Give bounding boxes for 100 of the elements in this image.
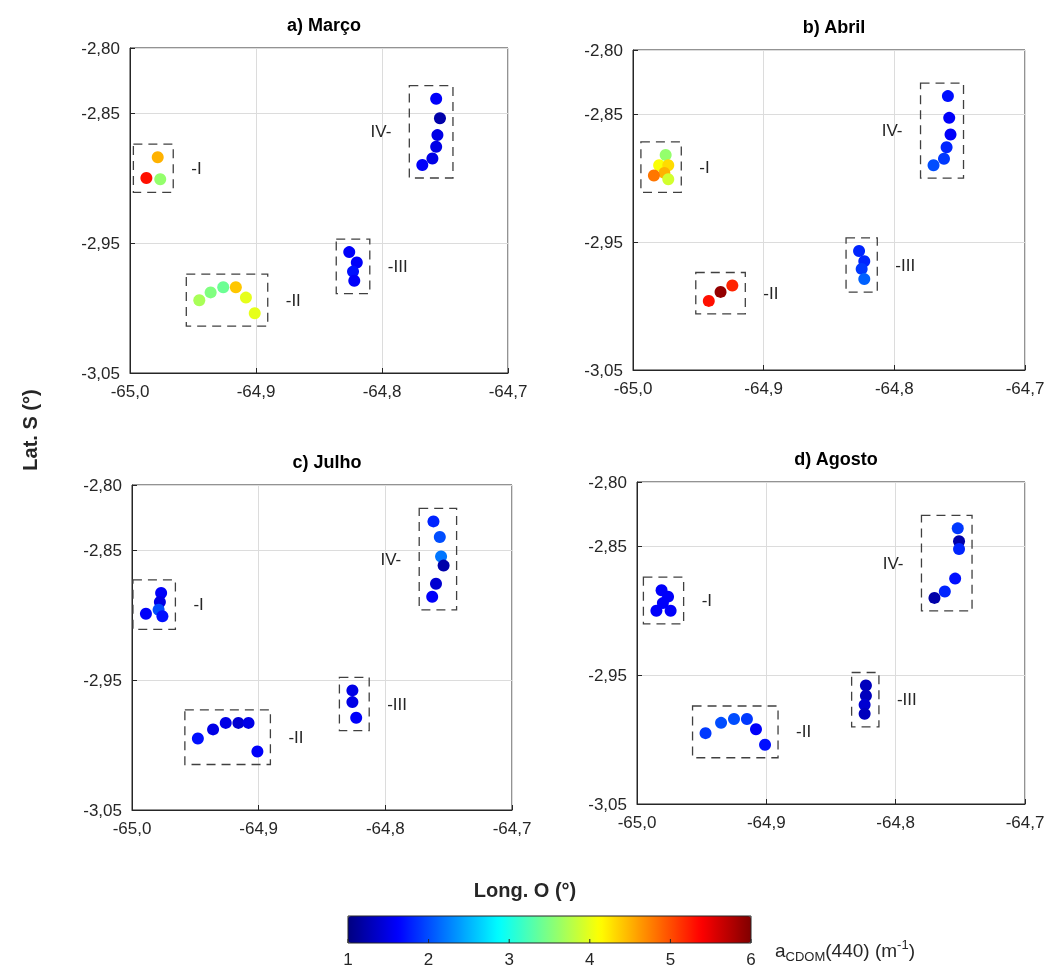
point — [715, 716, 728, 729]
x-tick-label: -64,8 — [365, 819, 405, 838]
annotation: IV- — [882, 553, 904, 573]
point — [853, 244, 866, 257]
point — [943, 111, 956, 124]
point — [647, 169, 660, 182]
annotation: IV- — [380, 549, 402, 569]
point — [139, 607, 152, 620]
y-tick-label: -2,85 — [588, 536, 627, 556]
annotation: -III — [387, 256, 408, 276]
point — [650, 604, 663, 617]
y-tick-label: -2,80 — [81, 38, 120, 58]
x-tick-label: -64,7 — [1005, 813, 1045, 832]
point — [430, 577, 442, 590]
x-tick-label: -64,8 — [874, 379, 914, 398]
y-tick-label: -2,95 — [83, 670, 122, 690]
x-tick-label: -65,0 — [112, 819, 152, 838]
point — [949, 572, 962, 585]
x-tick-label: -65,0 — [617, 813, 657, 832]
color-bar-label: 4 — [585, 949, 595, 969]
x-tick-label: -64,7 — [1005, 379, 1045, 398]
x-tick-label: -64,9 — [744, 379, 784, 398]
x-tick-label: -65,0 — [613, 379, 653, 398]
point — [239, 291, 252, 304]
point — [855, 262, 868, 275]
point — [938, 152, 950, 165]
annotation: -I — [191, 158, 202, 178]
x-tick-label: -64,8 — [876, 813, 916, 832]
point — [204, 286, 217, 299]
y-axis-title: Lat. S (°) — [18, 389, 42, 471]
point — [699, 727, 712, 740]
point — [437, 559, 450, 572]
annotation: -III — [896, 690, 917, 710]
x-axis-title: Long. O (°) — [473, 878, 577, 902]
point — [248, 307, 261, 320]
annotation: IV- — [370, 122, 392, 142]
y-tick-label: -3,05 — [81, 363, 120, 383]
annotation: -I — [701, 591, 713, 610]
point — [728, 712, 740, 725]
point — [207, 723, 220, 736]
point — [431, 129, 444, 142]
x-tick-label: -64,8 — [362, 382, 402, 401]
y-tick-label: -2,80 — [83, 475, 122, 495]
annotation: -I — [699, 157, 710, 177]
point — [944, 128, 957, 141]
y-tick-label: -3,05 — [83, 800, 122, 820]
chart-title: a) Março — [286, 15, 362, 35]
color-bar-label: 3 — [504, 949, 514, 969]
point — [191, 732, 204, 745]
color-bar-label: 5 — [665, 949, 676, 969]
point — [659, 148, 672, 161]
y-tick-label: -3,05 — [588, 794, 627, 814]
point — [928, 591, 941, 604]
point — [430, 140, 443, 153]
x-tick-label: -64,9 — [236, 382, 276, 401]
point — [217, 281, 230, 294]
point — [858, 707, 871, 720]
annotation: -II — [285, 290, 301, 310]
point — [664, 604, 677, 617]
x-tick-label: -65,0 — [110, 382, 150, 401]
chart-title: d) Agosto — [794, 449, 878, 469]
point — [426, 152, 439, 165]
annotation: -III — [895, 255, 916, 275]
point — [433, 531, 446, 543]
point — [346, 696, 359, 709]
point — [343, 246, 356, 259]
color-bar-label: 6 — [746, 949, 756, 969]
annotation: -II — [796, 722, 812, 742]
point — [858, 273, 871, 286]
x-tick-label: -64,9 — [239, 819, 279, 838]
point — [348, 274, 361, 287]
y-tick-label: -2,95 — [588, 665, 627, 685]
y-tick-label: -2,95 — [81, 233, 120, 253]
y-tick-label: -2,95 — [584, 232, 623, 252]
point — [941, 90, 954, 103]
point — [193, 294, 206, 307]
point — [662, 173, 675, 186]
chart-title: c) Julho — [292, 452, 362, 472]
point — [433, 112, 446, 125]
point — [427, 515, 440, 528]
point — [346, 684, 359, 697]
color-bar-label: 2 — [423, 949, 434, 969]
point — [154, 173, 167, 186]
point — [759, 738, 772, 751]
y-tick-label: -2,85 — [83, 540, 122, 560]
point — [953, 542, 966, 555]
point — [859, 679, 872, 692]
y-tick-label: -3,05 — [584, 360, 623, 380]
x-tick-label: -64,7 — [488, 382, 528, 401]
y-tick-label: -2,85 — [81, 103, 120, 123]
annotation: IV- — [881, 121, 903, 141]
point — [726, 279, 739, 292]
point — [229, 281, 242, 294]
y-tick-label: -2,85 — [584, 104, 623, 124]
x-tick-label: -64,9 — [746, 813, 786, 832]
point — [740, 712, 753, 725]
y-tick-label: -2,80 — [588, 472, 627, 492]
point — [151, 151, 164, 164]
point — [938, 585, 951, 598]
point — [140, 172, 153, 184]
